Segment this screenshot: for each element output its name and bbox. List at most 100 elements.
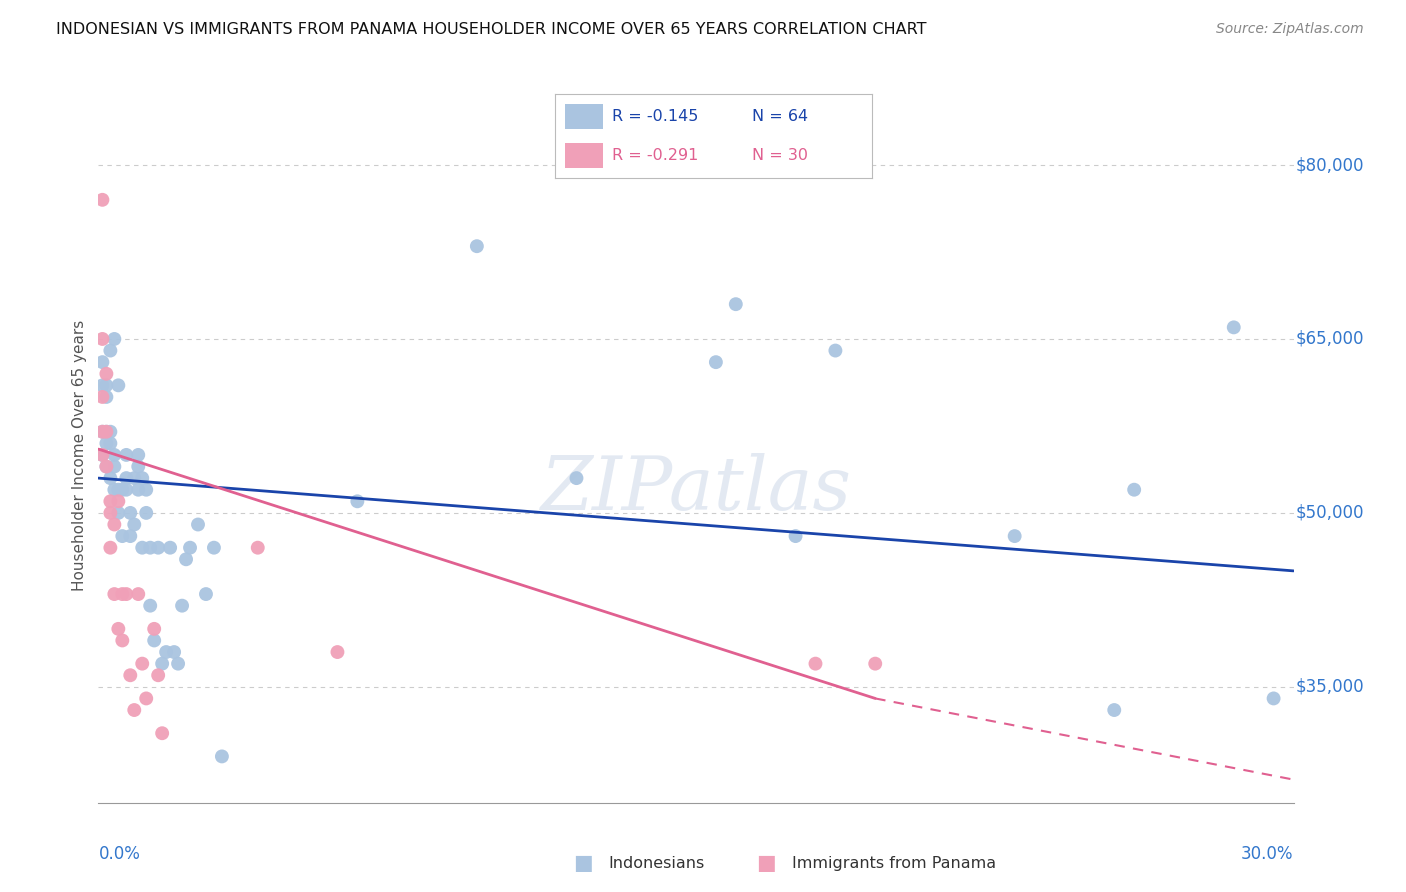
Point bbox=[103, 459, 125, 474]
Point bbox=[1222, 320, 1246, 334]
Text: $50,000: $50,000 bbox=[1296, 504, 1364, 522]
Text: ■: ■ bbox=[574, 854, 593, 873]
Point bbox=[107, 378, 129, 392]
Point bbox=[194, 587, 218, 601]
Point bbox=[115, 448, 138, 462]
Point bbox=[103, 483, 125, 497]
Point bbox=[124, 703, 146, 717]
Text: Immigrants from Panama: Immigrants from Panama bbox=[792, 856, 995, 871]
Point bbox=[155, 645, 177, 659]
Text: R = -0.145: R = -0.145 bbox=[613, 109, 699, 124]
Point bbox=[91, 448, 114, 462]
Point bbox=[91, 448, 114, 462]
Text: 30.0%: 30.0% bbox=[1241, 845, 1294, 863]
Point bbox=[1263, 691, 1285, 706]
Point bbox=[465, 239, 488, 253]
Point bbox=[246, 541, 269, 555]
Text: $80,000: $80,000 bbox=[1296, 156, 1364, 174]
Point bbox=[98, 343, 122, 358]
Point bbox=[115, 483, 138, 497]
Point bbox=[107, 622, 129, 636]
Point bbox=[91, 425, 114, 439]
Point bbox=[120, 506, 142, 520]
Text: Source: ZipAtlas.com: Source: ZipAtlas.com bbox=[1216, 22, 1364, 37]
Point bbox=[96, 425, 118, 439]
Point bbox=[120, 529, 142, 543]
Point bbox=[148, 668, 170, 682]
Text: ■: ■ bbox=[756, 854, 776, 873]
Point bbox=[96, 378, 118, 392]
Point bbox=[127, 448, 149, 462]
Text: $35,000: $35,000 bbox=[1296, 678, 1365, 696]
Point bbox=[91, 425, 114, 439]
Point bbox=[704, 355, 727, 369]
Point bbox=[91, 378, 114, 392]
Point bbox=[824, 343, 846, 358]
Point bbox=[1123, 483, 1146, 497]
Point bbox=[115, 471, 138, 485]
Point bbox=[127, 459, 149, 474]
Point bbox=[143, 622, 166, 636]
Point bbox=[1102, 703, 1125, 717]
Text: ZIPatlas: ZIPatlas bbox=[540, 453, 852, 526]
Point bbox=[148, 541, 170, 555]
Y-axis label: Householder Income Over 65 years: Householder Income Over 65 years bbox=[72, 319, 87, 591]
Point bbox=[115, 587, 138, 601]
Point bbox=[96, 436, 118, 450]
Point bbox=[96, 367, 118, 381]
Point bbox=[211, 749, 233, 764]
Point bbox=[187, 517, 209, 532]
Point bbox=[159, 541, 181, 555]
Point bbox=[98, 541, 122, 555]
Point bbox=[98, 506, 122, 520]
Point bbox=[98, 436, 122, 450]
Point bbox=[565, 471, 588, 485]
Point bbox=[91, 390, 114, 404]
Point bbox=[111, 587, 134, 601]
FancyBboxPatch shape bbox=[565, 143, 603, 169]
Point bbox=[139, 541, 162, 555]
Point bbox=[172, 599, 194, 613]
Point bbox=[103, 332, 125, 346]
Point bbox=[124, 471, 146, 485]
Point bbox=[785, 529, 807, 543]
Point bbox=[127, 483, 149, 497]
Point bbox=[139, 599, 162, 613]
Point bbox=[179, 541, 201, 555]
Point bbox=[103, 517, 125, 532]
Point bbox=[346, 494, 368, 508]
Text: INDONESIAN VS IMMIGRANTS FROM PANAMA HOUSEHOLDER INCOME OVER 65 YEARS CORRELATIO: INDONESIAN VS IMMIGRANTS FROM PANAMA HOU… bbox=[56, 22, 927, 37]
Point bbox=[150, 726, 173, 740]
Text: R = -0.291: R = -0.291 bbox=[613, 148, 699, 163]
Point bbox=[107, 506, 129, 520]
Point bbox=[107, 494, 129, 508]
Text: N = 64: N = 64 bbox=[752, 109, 807, 124]
Point bbox=[724, 297, 747, 311]
Point bbox=[103, 587, 125, 601]
FancyBboxPatch shape bbox=[565, 103, 603, 129]
Point bbox=[91, 332, 114, 346]
Point bbox=[111, 483, 134, 497]
Text: 0.0%: 0.0% bbox=[98, 845, 141, 863]
Text: Indonesians: Indonesians bbox=[609, 856, 704, 871]
Point bbox=[124, 517, 146, 532]
Point bbox=[1004, 529, 1026, 543]
Point bbox=[135, 483, 157, 497]
Text: $65,000: $65,000 bbox=[1296, 330, 1364, 348]
Point bbox=[131, 657, 153, 671]
Point bbox=[326, 645, 349, 659]
Point bbox=[135, 506, 157, 520]
Point bbox=[120, 668, 142, 682]
Point bbox=[111, 529, 134, 543]
Point bbox=[107, 483, 129, 497]
Point bbox=[174, 552, 197, 566]
Point bbox=[98, 425, 122, 439]
Point bbox=[96, 390, 118, 404]
Point bbox=[804, 657, 827, 671]
Point bbox=[98, 494, 122, 508]
Point bbox=[131, 541, 153, 555]
Point bbox=[96, 459, 118, 474]
Text: N = 30: N = 30 bbox=[752, 148, 807, 163]
Point bbox=[167, 657, 190, 671]
Point bbox=[103, 448, 125, 462]
